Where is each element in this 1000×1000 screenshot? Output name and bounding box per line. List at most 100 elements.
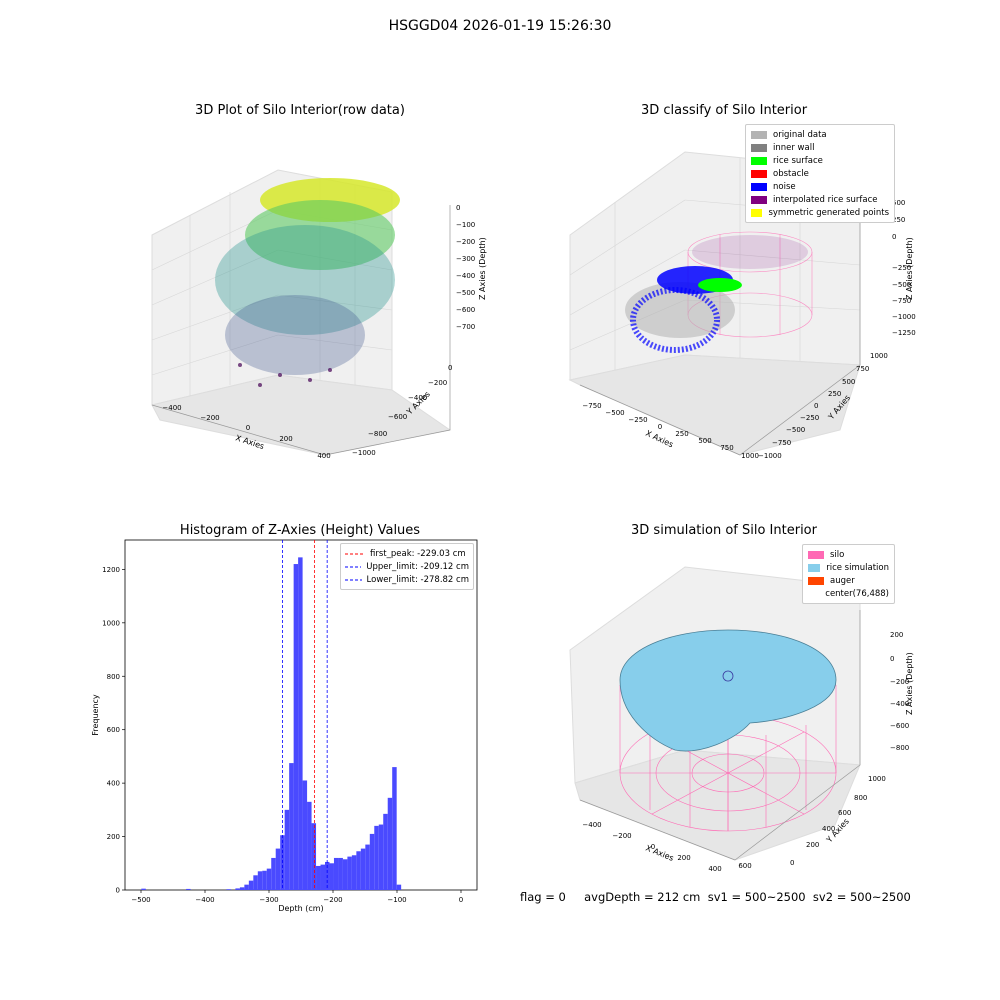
- raw-mid-points: [215, 225, 395, 335]
- histogram-legend: first_peak: -229.03 cm Upper_limit: -209…: [340, 543, 474, 590]
- histogram-bar: [298, 557, 303, 890]
- classify-ytick: 500: [842, 378, 855, 386]
- classify-ztick: −750: [892, 297, 911, 305]
- simulation-ztick: −600: [890, 722, 909, 730]
- histogram-bar: [253, 875, 258, 890]
- raw-ztick: −200: [456, 238, 475, 246]
- histogram-bar: [383, 813, 388, 890]
- classify-y-axis: [739, 364, 861, 456]
- histogram-y-label: Frequency: [91, 694, 100, 736]
- histogram-bar: [271, 857, 276, 890]
- histogram-bar: [329, 863, 334, 890]
- simulation-ztick: −200: [890, 678, 909, 686]
- legend-item-lower-limit: Lower_limit: -278.82 cm: [345, 573, 469, 586]
- histogram-title: Histogram of Z-Axies (Height) Values: [179, 523, 421, 538]
- raw-ytick: 0: [448, 364, 452, 372]
- raw-ytick: −600: [388, 413, 407, 421]
- simulation-ztick: −400: [890, 700, 909, 708]
- histogram-y-tick-label: 1200: [102, 566, 120, 574]
- simulation-xtick: −400: [582, 821, 601, 829]
- histogram-bar: [365, 844, 370, 890]
- classify-noise-ring: [630, 287, 720, 353]
- classify-x-axis: [579, 384, 741, 456]
- classify-xtick: −250: [628, 416, 647, 424]
- histogram-bar: [186, 888, 191, 890]
- raw-ztick: −600: [456, 306, 475, 314]
- simulation-ytick: 600: [838, 809, 851, 817]
- raw-ztick: 0: [456, 204, 460, 212]
- histogram-bar: [369, 833, 375, 890]
- simulation-x-axis: [579, 799, 736, 861]
- simulation-legend: silo rice simulation auger center(76,488…: [802, 544, 895, 604]
- classify-plot-title: 3D classify of Silo Interior: [640, 103, 808, 118]
- classify-xtick: 0: [658, 423, 662, 431]
- swatch-icon: [751, 130, 767, 139]
- figure-title: HSGGD04 2026-01-19 15:26:30: [388, 18, 612, 34]
- histogram-x-tick-label: −300: [259, 896, 278, 904]
- classify-xtick: 250: [675, 430, 688, 438]
- histogram-bar: [387, 797, 393, 890]
- classify-ytick: −500: [786, 426, 805, 434]
- raw-ytick: −800: [368, 430, 387, 438]
- histogram-bar: [311, 823, 317, 890]
- simulation-ytick: 800: [854, 794, 867, 802]
- legend-item-silo: silo: [808, 548, 889, 561]
- dashed-line-icon: [345, 553, 365, 554]
- histogram-x-ticks: −500 −400 −300 −200 −100 0: [131, 890, 463, 904]
- histogram-y-tick-label: 600: [107, 726, 120, 734]
- classify-rice-surface: [698, 278, 742, 292]
- simulation-ytick: 1000: [868, 775, 886, 783]
- classify-ztick: 500: [892, 199, 905, 207]
- simulation-xtick: 600: [738, 862, 751, 870]
- raw-ztick: −100: [456, 221, 475, 229]
- classify-ztick: 0: [892, 233, 896, 241]
- histogram-bar: [320, 864, 325, 890]
- swatch-icon: [751, 143, 767, 152]
- classify-xtick: −750: [582, 402, 601, 410]
- classify-legend: original data inner wall rice surface ob…: [745, 124, 895, 223]
- legend-item-interpolated: interpolated rice surface: [751, 193, 889, 206]
- classify-ytick: −750: [772, 439, 791, 447]
- legend-item-obstacle: obstacle: [751, 167, 889, 180]
- legend-item-rice-simulation: rice simulation: [808, 561, 889, 574]
- raw-xtick: −200: [200, 414, 219, 422]
- simulation-xtick: 200: [677, 854, 690, 862]
- histogram-bar: [284, 809, 290, 890]
- simulation-x-label: X Axies: [644, 844, 675, 863]
- raw-upper-points: [245, 200, 395, 270]
- swatch-icon: [808, 550, 824, 559]
- legend-item-auger: auger: [808, 574, 889, 587]
- simulation-y-axis: [734, 764, 861, 861]
- status-footer: flag = 0 avgDepth = 212 cm sv1 = 500~250…: [520, 890, 911, 904]
- swatch-icon: [751, 195, 767, 204]
- legend-item-inner-wall: inner wall: [751, 141, 889, 154]
- classify-ztick: −500: [892, 281, 911, 289]
- swatch-icon: [751, 156, 767, 165]
- raw-3d-plot: −400 −200 0 200 400 0 −200 −400 −600 −80…: [151, 169, 487, 460]
- histogram-x-tick-label: −400: [195, 896, 214, 904]
- classify-ztick: 250: [892, 216, 905, 224]
- raw-ytick: −1000: [352, 449, 376, 457]
- raw-y-axis: [324, 429, 451, 456]
- simulation-3d-plot: −400 −200 0 200 400 600 0 200 400 600 80…: [569, 566, 914, 873]
- classify-ytick: 750: [856, 365, 869, 373]
- simulation-ytick: 400: [822, 825, 835, 833]
- histogram-x-tick-label: −200: [323, 896, 342, 904]
- classify-ztick: −1000: [892, 313, 916, 321]
- simulation-center-marker: [722, 670, 734, 682]
- simulation-plot-title: 3D simulation of Silo Interior: [631, 523, 817, 538]
- legend-item-center: center(76,488): [808, 587, 889, 600]
- raw-xtick: 200: [279, 435, 292, 443]
- dashed-line-icon: [345, 566, 362, 567]
- histogram-x-tick-label: 0: [459, 896, 463, 904]
- simulation-rice-surface: [619, 629, 837, 752]
- classify-ytick: −1000: [758, 452, 782, 460]
- swatch-icon: [751, 182, 767, 191]
- raw-xtick: −400: [162, 404, 181, 412]
- histogram-bar: [307, 801, 312, 890]
- simulation-ztick: −800: [890, 744, 909, 752]
- swatch-icon: [751, 208, 763, 217]
- legend-item-original-data: original data: [751, 128, 889, 141]
- histogram-bar: [316, 865, 321, 890]
- histogram-bar: [360, 848, 366, 890]
